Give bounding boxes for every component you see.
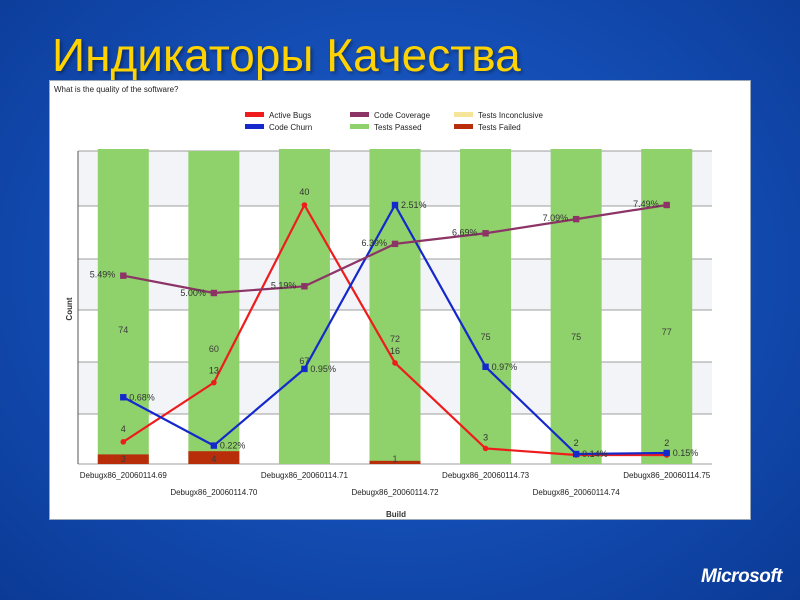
data-label-code-coverage: 5.49%	[90, 270, 116, 280]
x-tick-label: Debugx86_20060114.75	[623, 471, 711, 480]
point-code-churn	[482, 363, 489, 370]
data-label-active-bugs: 40	[299, 187, 309, 197]
data-label-code-churn: 0.68%	[129, 392, 155, 402]
bar-tests-passed	[550, 149, 602, 464]
data-label-tests-passed: 60	[209, 344, 219, 354]
quality-chart: What is the quality of the software? Act…	[54, 85, 712, 519]
data-label-tests-passed: 74	[118, 325, 128, 335]
data-label-tests-failed: 1	[392, 454, 397, 464]
data-label-code-churn: 2.51%	[401, 200, 427, 210]
bar-tests-failed	[188, 451, 240, 464]
point-active-bugs	[211, 379, 217, 386]
bar-tests-failed	[369, 460, 421, 464]
legend-label-active-bugs: Active Bugs	[269, 111, 311, 120]
point-code-coverage	[301, 283, 308, 290]
legend-label-code-coverage: Code Coverage	[374, 111, 431, 120]
point-code-coverage	[210, 289, 218, 297]
chart-legend: Active Bugs Code Coverage Tests Inconclusi…	[245, 111, 543, 132]
legend-label-tests-failed: Tests Failed	[478, 123, 521, 132]
data-label-code-coverage: 5.19%	[271, 280, 297, 290]
data-label-tests-passed: 75	[481, 332, 491, 342]
data-label-tests-failed: 3	[121, 454, 126, 464]
legend-swatch-code-coverage	[350, 112, 369, 117]
point-code-churn	[210, 442, 218, 449]
bar-tests-passed	[641, 149, 693, 464]
chart-panel: What is the quality of the software? Act…	[49, 80, 751, 520]
data-label-active-bugs: 2	[664, 438, 669, 448]
legend-swatch-tests-inconclusive	[454, 112, 473, 117]
bar-tests-passed	[188, 151, 240, 464]
point-code-churn	[120, 394, 127, 401]
x-tick-label: Debugx86_20060114.74	[533, 488, 621, 497]
legend-label-tests-passed: Tests Passed	[374, 123, 422, 132]
point-code-coverage	[391, 240, 399, 248]
legend-swatch-code-churn	[245, 124, 264, 129]
bar-tests-passed	[97, 149, 149, 464]
bar-tests-failed	[97, 454, 149, 464]
legend-swatch-tests-passed	[350, 124, 369, 129]
data-label-code-churn: 0.95%	[310, 364, 336, 374]
point-code-coverage	[482, 230, 489, 237]
legend-label-tests-inconclusive: Tests Inconclusive	[478, 111, 543, 120]
point-active-bugs	[301, 202, 308, 208]
point-active-bugs	[482, 445, 489, 452]
data-label-tests-passed: 67	[299, 356, 309, 366]
data-label-tests-failed: 4	[211, 454, 216, 464]
plot-area: 74 60 67 72 75 75 77 3 4 1 4 13 40 16 3 2 2 0.68% 0.22% 0.9…	[77, 149, 712, 497]
x-tick-label: Debugx86_20060114.70	[170, 488, 258, 497]
data-label-code-churn: 0.97%	[492, 362, 518, 372]
data-label-active-bugs: 3	[483, 432, 488, 442]
microsoft-logo: Microsoft	[701, 566, 783, 587]
data-label-code-coverage: 7.09%	[543, 213, 569, 223]
slide-title: Индикаторы Качества	[52, 29, 521, 81]
data-label-active-bugs: 4	[121, 424, 126, 434]
point-code-coverage	[572, 215, 580, 223]
chart-title: What is the quality of the software?	[54, 85, 179, 94]
point-code-churn	[301, 365, 308, 373]
point-code-churn	[391, 201, 399, 209]
data-label-tests-passed: 75	[571, 332, 581, 342]
x-tick-label: Debugx86_20060114.69	[80, 471, 168, 480]
legend-swatch-tests-failed	[454, 124, 473, 129]
data-label-tests-passed: 72	[390, 334, 400, 344]
legend-swatch-active-bugs	[245, 112, 264, 117]
data-label-code-churn: 0.15%	[673, 448, 699, 458]
point-code-coverage	[663, 201, 670, 209]
point-code-coverage	[120, 272, 127, 279]
y-axis-label: Count	[65, 297, 74, 320]
point-code-churn	[663, 449, 670, 457]
bar-tests-passed	[460, 149, 512, 464]
legend-label-code-churn: Code Churn	[269, 123, 312, 132]
data-label-code-churn: 0.14%	[582, 449, 608, 459]
data-label-code-coverage: 5.00%	[180, 288, 206, 298]
bar-tests-passed	[369, 149, 421, 464]
x-tick-label: Debugx86_20060114.72	[351, 488, 439, 497]
data-label-active-bugs: 16	[390, 346, 400, 356]
point-active-bugs	[120, 439, 127, 445]
point-code-churn	[572, 450, 580, 458]
data-label-code-coverage: 6.69%	[452, 227, 478, 237]
data-label-code-churn: 0.22%	[220, 441, 246, 451]
point-active-bugs	[392, 360, 398, 366]
data-label-tests-passed: 77	[662, 327, 672, 337]
data-label-code-coverage: 7.49%	[633, 199, 659, 209]
data-label-code-coverage: 6.39%	[361, 238, 387, 248]
data-label-active-bugs: 2	[574, 438, 579, 448]
x-tick-label: Debugx86_20060114.71	[261, 471, 349, 480]
bar-tests-passed	[278, 149, 330, 464]
x-axis-label: Build	[386, 510, 406, 519]
data-label-active-bugs: 13	[209, 366, 219, 376]
x-tick-label: Debugx86_20060114.73	[442, 471, 530, 480]
